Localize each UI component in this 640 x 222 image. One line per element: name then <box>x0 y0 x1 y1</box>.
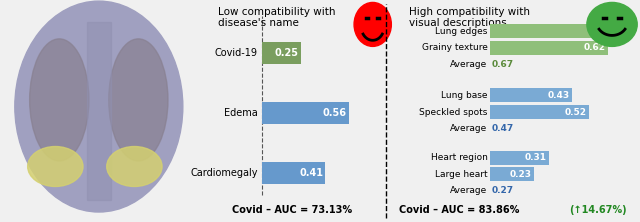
Text: Covid – AUC = 73.13%: Covid – AUC = 73.13% <box>232 205 352 215</box>
FancyBboxPatch shape <box>262 162 326 184</box>
Text: 0.27: 0.27 <box>492 186 513 195</box>
Text: Average: Average <box>451 186 488 195</box>
Text: 0.47: 0.47 <box>492 124 513 133</box>
Text: Edema: Edema <box>224 108 258 118</box>
Text: Heart region: Heart region <box>431 153 488 162</box>
Text: 0.41: 0.41 <box>299 168 323 178</box>
Text: Grainy texture: Grainy texture <box>422 43 488 52</box>
FancyBboxPatch shape <box>490 167 534 181</box>
Text: Average: Average <box>451 124 488 133</box>
Text: Covid – AUC = 83.86%: Covid – AUC = 83.86% <box>399 205 519 215</box>
Text: 0.31: 0.31 <box>525 153 547 162</box>
Ellipse shape <box>15 1 183 212</box>
Ellipse shape <box>107 147 162 186</box>
Text: 0.23: 0.23 <box>509 170 532 179</box>
Ellipse shape <box>28 147 83 186</box>
FancyBboxPatch shape <box>490 105 589 119</box>
Text: Covid-19: Covid-19 <box>215 48 258 58</box>
Ellipse shape <box>109 39 168 161</box>
FancyBboxPatch shape <box>490 41 608 55</box>
Bar <box>87 22 111 200</box>
FancyBboxPatch shape <box>262 42 301 64</box>
Text: Low compatibility with
disease's name: Low compatibility with disease's name <box>218 7 335 28</box>
Text: High compatibility with
visual descriptions: High compatibility with visual descripti… <box>409 7 531 28</box>
Text: (↑14.67%): (↑14.67%) <box>569 205 627 215</box>
Text: 0.52: 0.52 <box>564 108 587 117</box>
Text: Large heart: Large heart <box>435 170 488 179</box>
Text: 0.43: 0.43 <box>547 91 570 100</box>
Text: Speckled spots: Speckled spots <box>419 108 488 117</box>
Text: Lung base: Lung base <box>441 91 488 100</box>
FancyBboxPatch shape <box>490 89 572 103</box>
Ellipse shape <box>29 39 89 161</box>
Text: 0.62: 0.62 <box>584 43 605 52</box>
Text: Lung edges: Lung edges <box>435 27 488 36</box>
FancyBboxPatch shape <box>490 24 625 38</box>
Text: 0.25: 0.25 <box>275 48 298 58</box>
Text: Average: Average <box>451 60 488 69</box>
Text: 0.67: 0.67 <box>492 60 513 69</box>
Text: Cardiomegaly: Cardiomegaly <box>190 168 258 178</box>
FancyBboxPatch shape <box>262 102 349 124</box>
Text: 0.71: 0.71 <box>600 27 623 36</box>
FancyBboxPatch shape <box>490 151 549 165</box>
Text: 0.56: 0.56 <box>323 108 346 118</box>
